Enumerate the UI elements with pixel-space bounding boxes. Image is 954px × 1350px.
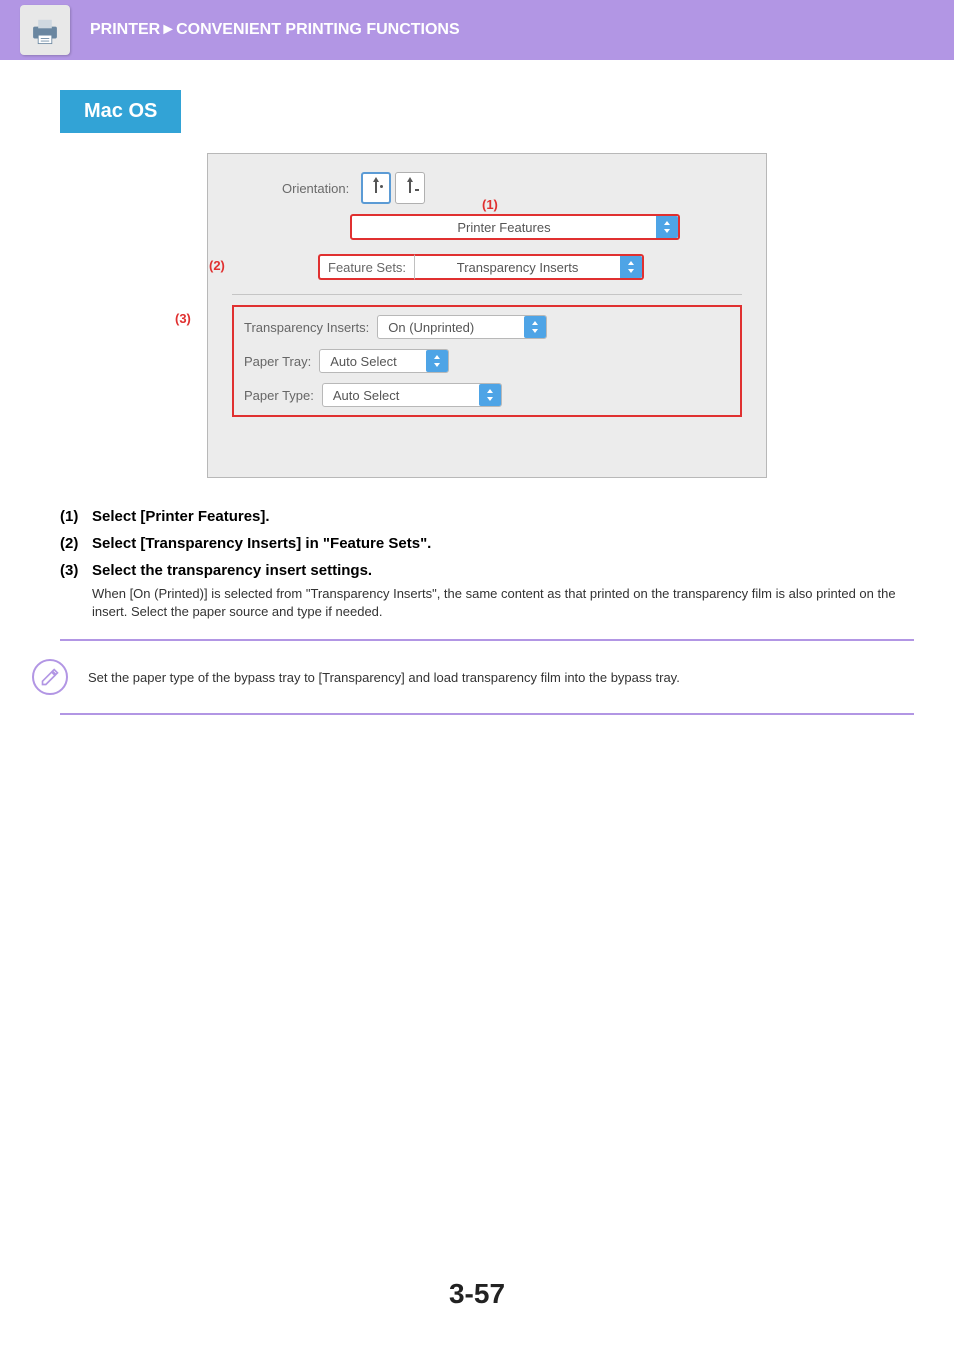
step-item: (1) Select [Printer Features].	[60, 508, 914, 525]
select-stepper-icon	[524, 316, 546, 338]
landscape-icon	[404, 179, 416, 197]
options-box: (3) Transparency Inserts: On (Unprinted)…	[232, 305, 742, 417]
paper-tray-label: Paper Tray:	[244, 354, 311, 369]
paper-type-select[interactable]: Auto Select	[322, 383, 502, 407]
select-stepper-icon	[426, 350, 448, 372]
callout-2: (2)	[209, 258, 225, 273]
printer-features-value: Printer Features	[352, 220, 656, 235]
breadcrumb-section: PRINTER	[90, 21, 160, 39]
page-number: 3-57	[449, 1278, 505, 1310]
step-number: (2)	[60, 535, 92, 552]
step-number: (1)	[60, 508, 92, 525]
step-number: (3)	[60, 562, 92, 621]
transparency-inserts-value: On (Unprinted)	[378, 320, 524, 335]
note-text: Set the paper type of the bypass tray to…	[88, 670, 680, 685]
select-stepper-icon	[479, 384, 501, 406]
step-title: Select [Transparency Inserts] in "Featur…	[92, 535, 431, 552]
transparency-inserts-label: Transparency Inserts:	[244, 320, 369, 335]
printer-icon	[20, 5, 70, 55]
paper-type-label: Paper Type:	[244, 388, 314, 403]
feature-sets-select[interactable]: Transparency Inserts	[414, 254, 644, 280]
paper-tray-value: Auto Select	[320, 354, 426, 369]
orientation-label: Orientation:	[282, 181, 349, 196]
steps-list: (1) Select [Printer Features]. (2) Selec…	[60, 508, 914, 621]
orientation-landscape-button[interactable]	[395, 172, 425, 204]
feature-sets-label: Feature Sets:	[318, 254, 414, 280]
step-item: (3) Select the transparency insert setti…	[60, 562, 914, 621]
feature-sets-value: Transparency Inserts	[415, 260, 620, 275]
os-label: Mac OS	[60, 90, 181, 133]
transparency-inserts-select[interactable]: On (Unprinted)	[377, 315, 547, 339]
select-stepper-icon	[620, 256, 642, 278]
paper-tray-select[interactable]: Auto Select	[319, 349, 449, 373]
divider	[232, 294, 742, 295]
portrait-icon	[370, 179, 382, 197]
breadcrumb-separator: ►	[160, 21, 176, 39]
step-title: Select the transparency insert settings.	[92, 562, 914, 579]
callout-3: (3)	[175, 311, 191, 326]
note-block: Set the paper type of the bypass tray to…	[60, 639, 914, 715]
pencil-icon	[32, 659, 68, 695]
step-item: (2) Select [Transparency Inserts] in "Fe…	[60, 535, 914, 552]
print-dialog: Orientation: (1) Printer Features	[207, 153, 767, 478]
orientation-portrait-button[interactable]	[361, 172, 391, 204]
step-title: Select [Printer Features].	[92, 508, 270, 525]
printer-features-select[interactable]: Printer Features	[350, 214, 680, 240]
select-stepper-icon	[656, 216, 678, 238]
page-header: PRINTER ► CONVENIENT PRINTING FUNCTIONS	[0, 0, 954, 60]
callout-1: (1)	[482, 197, 498, 212]
step-body: When [On (Printed)] is selected from "Tr…	[92, 585, 914, 621]
paper-type-value: Auto Select	[323, 388, 479, 403]
breadcrumb-title: CONVENIENT PRINTING FUNCTIONS	[176, 21, 460, 39]
